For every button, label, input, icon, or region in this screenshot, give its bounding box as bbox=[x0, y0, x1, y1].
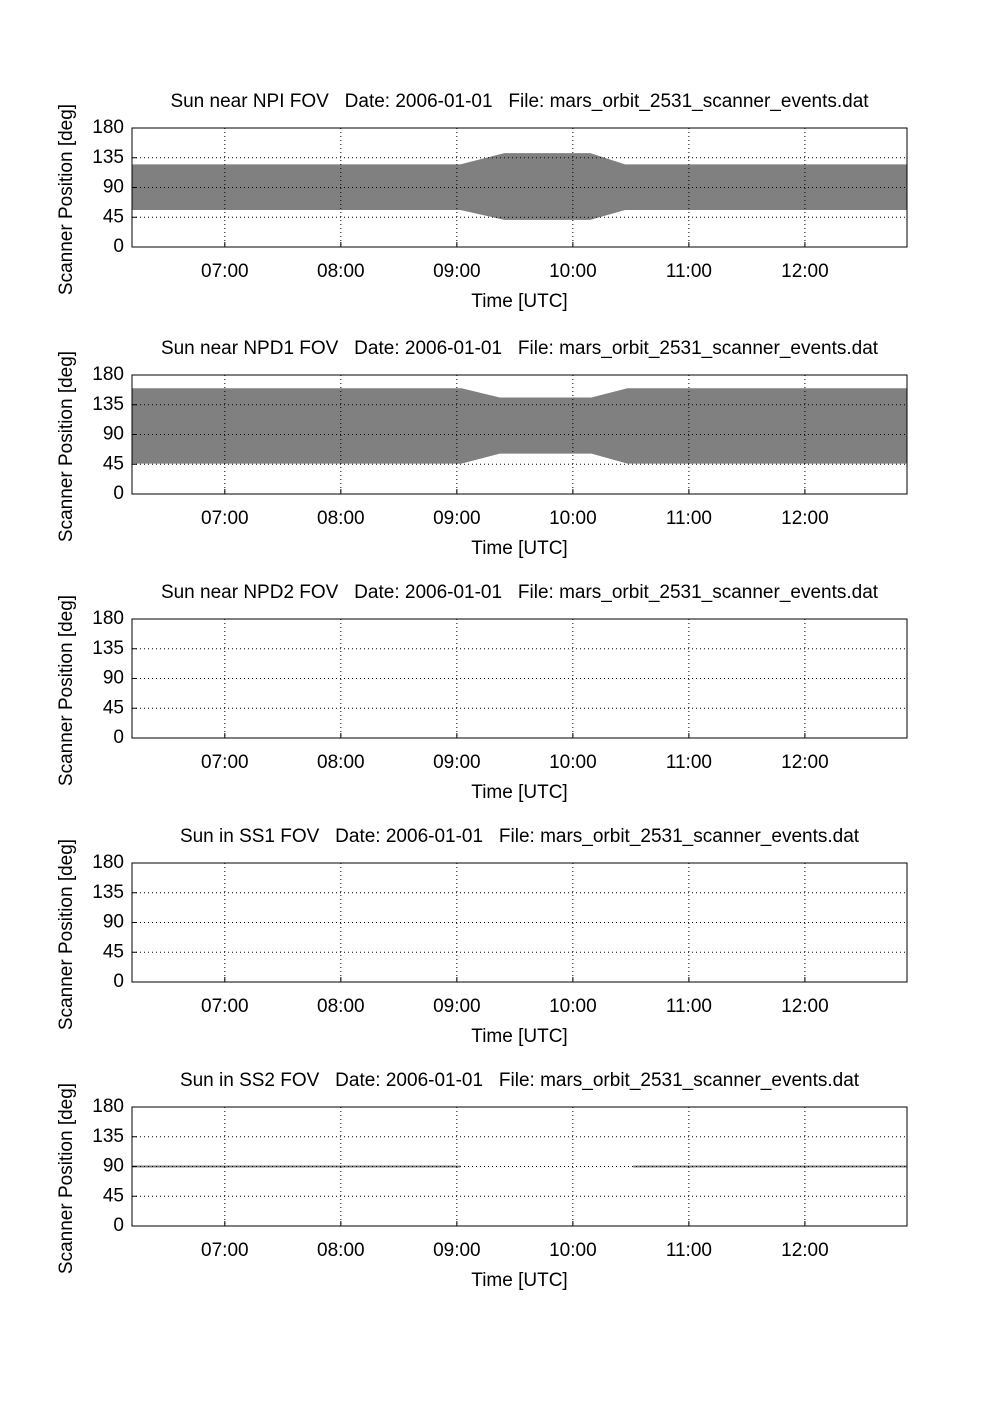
y-tick-label: 0 bbox=[113, 236, 124, 257]
x-tick-label: 11:00 bbox=[666, 261, 712, 282]
x-tick-label: 09:00 bbox=[433, 996, 481, 1017]
y-tick-label: 45 bbox=[103, 697, 124, 718]
y-tick-label: 180 bbox=[92, 364, 124, 385]
y-tick-label: 45 bbox=[103, 1185, 124, 1206]
x-axis-label: Time [UTC] bbox=[471, 538, 567, 559]
x-tick-label: 07:00 bbox=[201, 508, 249, 529]
y-tick-label: 135 bbox=[92, 147, 124, 168]
y-tick-label: 180 bbox=[92, 852, 124, 873]
y-axis-label: Scanner Position [deg] bbox=[56, 595, 77, 786]
x-tick-label: 11:00 bbox=[666, 996, 712, 1017]
x-tick-label: 08:00 bbox=[317, 752, 365, 773]
plot-area bbox=[132, 619, 907, 738]
x-tick-label: 09:00 bbox=[433, 508, 481, 529]
plot-area bbox=[132, 863, 907, 982]
y-tick-label: 135 bbox=[92, 394, 124, 415]
y-tick-label: 45 bbox=[103, 941, 124, 962]
band bbox=[132, 153, 907, 220]
x-tick-label: 12:00 bbox=[781, 508, 829, 529]
x-tick-label: 09:00 bbox=[433, 261, 481, 282]
x-tick-label: 10:00 bbox=[549, 1240, 597, 1261]
chart-title: Sun near NPI FOV Date: 2006-01-01 File: … bbox=[170, 91, 869, 112]
axes-box bbox=[131, 618, 908, 739]
x-tick-label: 08:00 bbox=[317, 261, 365, 282]
x-tick-label: 11:00 bbox=[666, 1240, 712, 1261]
y-tick-label: 90 bbox=[103, 1156, 124, 1177]
x-tick-label: 12:00 bbox=[781, 752, 829, 773]
x-tick-label: 07:00 bbox=[201, 752, 249, 773]
x-tick-label: 07:00 bbox=[201, 996, 249, 1017]
chart-title: Sun in SS2 FOV Date: 2006-01-01 File: ma… bbox=[180, 1070, 860, 1091]
x-tick-label: 07:00 bbox=[201, 1240, 249, 1261]
x-axis-label: Time [UTC] bbox=[471, 1026, 567, 1047]
x-tick-label: 08:00 bbox=[317, 1240, 365, 1261]
x-axis-label: Time [UTC] bbox=[471, 782, 567, 803]
x-tick-label: 10:00 bbox=[549, 752, 597, 773]
x-tick-label: 09:00 bbox=[433, 1240, 481, 1261]
x-tick-label: 12:00 bbox=[781, 1240, 829, 1261]
x-tick-label: 09:00 bbox=[433, 752, 481, 773]
x-tick-label: 07:00 bbox=[201, 261, 249, 282]
y-tick-label: 180 bbox=[92, 1096, 124, 1117]
x-tick-label: 08:00 bbox=[317, 508, 365, 529]
chart-title: Sun in SS1 FOV Date: 2006-01-01 File: ma… bbox=[180, 826, 860, 847]
y-tick-label: 135 bbox=[92, 638, 124, 659]
y-tick-label: 45 bbox=[103, 453, 124, 474]
y-tick-label: 45 bbox=[103, 206, 124, 227]
x-axis-label: Time [UTC] bbox=[471, 291, 567, 312]
chart-title: Sun near NPD2 FOV Date: 2006-01-01 File:… bbox=[161, 582, 879, 603]
y-axis-label: Scanner Position [deg] bbox=[56, 351, 77, 542]
axes-box bbox=[131, 862, 908, 983]
x-tick-label: 11:00 bbox=[666, 508, 712, 529]
y-tick-label: 90 bbox=[103, 912, 124, 933]
y-tick-label: 0 bbox=[113, 727, 124, 748]
y-tick-label: 90 bbox=[103, 424, 124, 445]
x-tick-label: 10:00 bbox=[549, 996, 597, 1017]
band bbox=[132, 388, 907, 464]
y-axis-label: Scanner Position [deg] bbox=[56, 104, 77, 295]
axes-box bbox=[131, 127, 908, 248]
chart-title: Sun near NPD1 FOV Date: 2006-01-01 File:… bbox=[161, 338, 879, 359]
y-tick-label: 0 bbox=[113, 971, 124, 992]
y-tick-label: 90 bbox=[103, 668, 124, 689]
x-tick-label: 11:00 bbox=[666, 752, 712, 773]
x-tick-label: 08:00 bbox=[317, 996, 365, 1017]
axes-box bbox=[131, 1106, 908, 1227]
y-tick-label: 135 bbox=[92, 882, 124, 903]
x-tick-label: 10:00 bbox=[549, 261, 597, 282]
y-tick-label: 0 bbox=[113, 483, 124, 504]
x-tick-label: 10:00 bbox=[549, 508, 597, 529]
y-tick-label: 135 bbox=[92, 1126, 124, 1147]
y-tick-label: 90 bbox=[103, 177, 124, 198]
axes-box bbox=[131, 374, 908, 495]
y-axis-label: Scanner Position [deg] bbox=[56, 839, 77, 1030]
x-axis-label: Time [UTC] bbox=[471, 1270, 567, 1291]
y-axis-label: Scanner Position [deg] bbox=[56, 1083, 77, 1274]
y-tick-label: 180 bbox=[92, 117, 124, 138]
x-tick-label: 12:00 bbox=[781, 996, 829, 1017]
x-tick-label: 12:00 bbox=[781, 261, 829, 282]
y-tick-label: 180 bbox=[92, 608, 124, 629]
y-tick-label: 0 bbox=[113, 1215, 124, 1236]
